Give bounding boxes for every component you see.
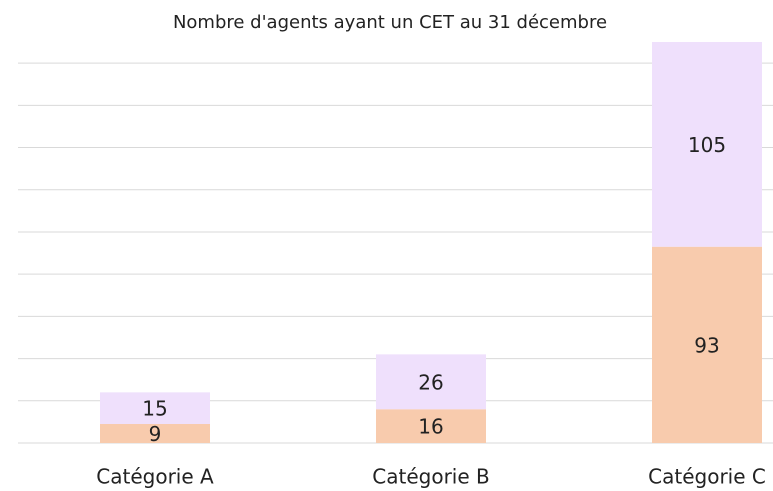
x-tick-label: Catégorie B: [372, 465, 489, 489]
bar-segment: [376, 409, 486, 443]
labels: Catégorie A 915 Catégorie B 16 26 Catégorie C…: [96, 133, 766, 489]
data-label: 93: [694, 333, 719, 357]
bar-segment: [652, 42, 762, 247]
bar-segment: [100, 424, 210, 443]
bar-segment: [100, 392, 210, 425]
bar-segment: [652, 246, 762, 443]
data-label: 9: [149, 422, 162, 446]
data-label: 26: [418, 370, 443, 394]
data-label: 16: [418, 415, 443, 439]
data-label: 15: [142, 397, 167, 421]
bar-segment: [376, 354, 486, 410]
x-tick-label: Catégorie C: [648, 465, 766, 489]
bars: [100, 42, 762, 443]
chart-title: Nombre d'agents ayant un CET au 31 décem…: [173, 12, 607, 33]
data-label: 105: [688, 133, 726, 157]
x-tick-label: Catégorie A: [96, 465, 214, 489]
